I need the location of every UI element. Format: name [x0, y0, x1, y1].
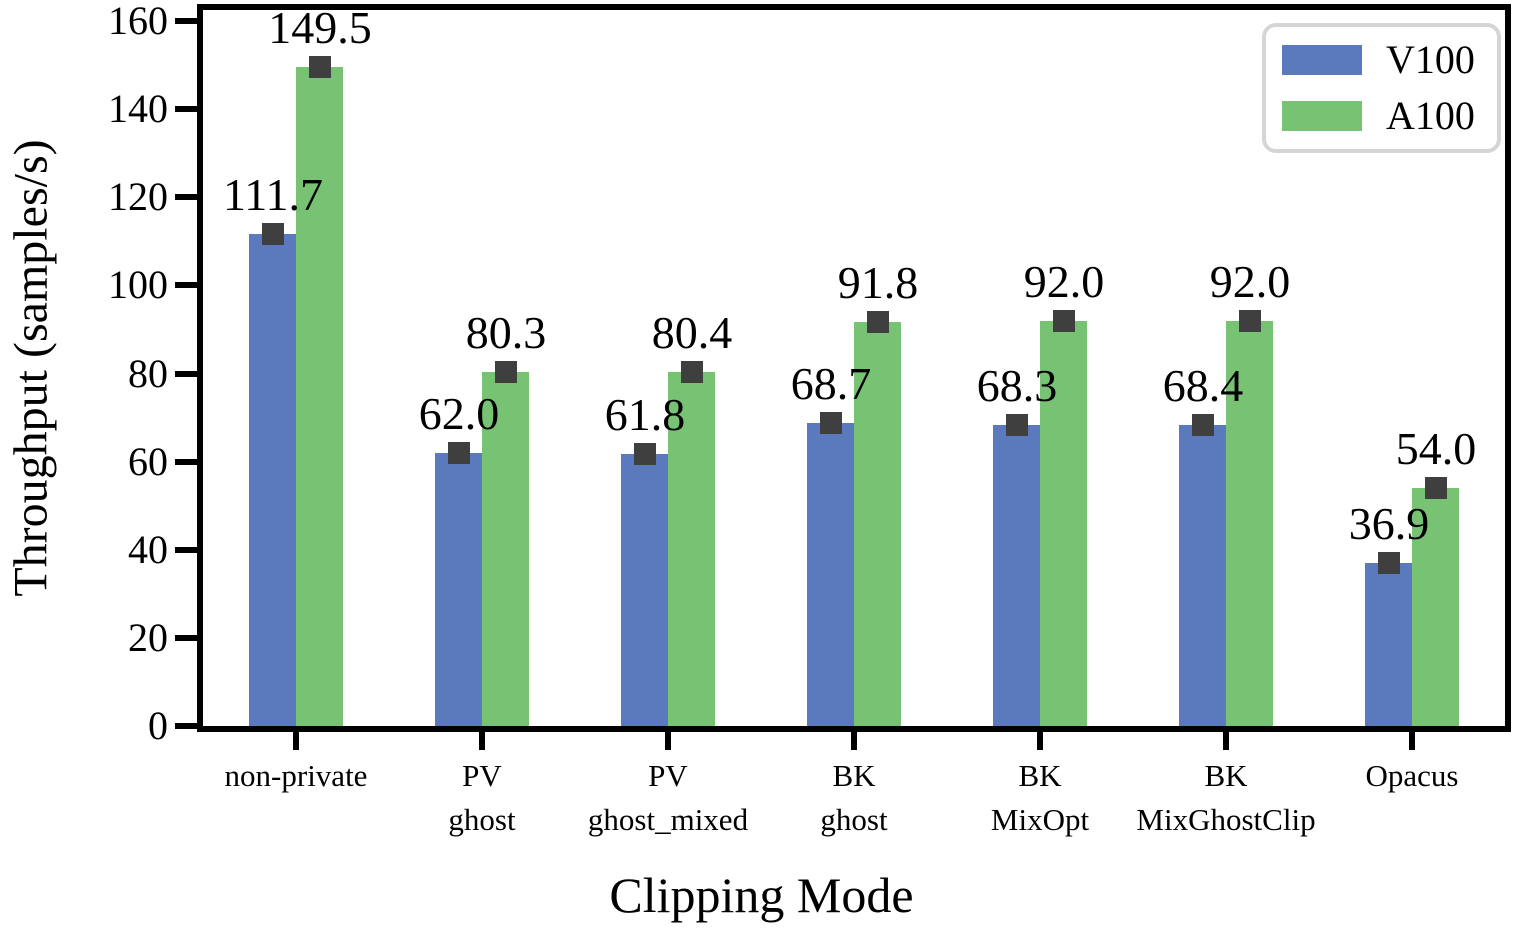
legend-label-a100: A100 — [1386, 93, 1475, 138]
bar-v100-3 — [807, 423, 854, 726]
y-tick-mark — [175, 18, 197, 24]
x-tick-mark — [479, 732, 485, 750]
legend-item-a100: A100 — [1282, 93, 1475, 139]
bar-v100-0 — [249, 234, 296, 726]
x-tick-label: PV ghost_mixed — [587, 758, 749, 837]
y-tick-label: 20 — [128, 615, 168, 660]
error-bar-a100-1 — [495, 361, 517, 383]
error-bar-v100-5 — [1192, 414, 1214, 436]
error-bar-v100-3 — [820, 412, 842, 434]
legend-swatch-a100 — [1282, 101, 1362, 131]
y-tick-label: 60 — [128, 439, 168, 484]
bar-value-label-v100-2: 61.8 — [604, 389, 686, 440]
x-tick-label: BK ghost — [820, 758, 888, 837]
y-tick-mark — [175, 194, 197, 200]
error-bar-v100-2 — [634, 443, 656, 465]
bar-a100-6 — [1412, 488, 1459, 726]
bar-v100-4 — [993, 425, 1040, 726]
bar-a100-1 — [482, 372, 529, 726]
y-tick-label: 120 — [108, 174, 168, 219]
bar-value-label-a100-3: 91.8 — [837, 257, 919, 308]
y-tick-mark — [175, 459, 197, 465]
x-tick-mark — [665, 732, 671, 750]
bar-a100-4 — [1040, 321, 1087, 726]
bar-value-label-v100-1: 62.0 — [418, 388, 500, 439]
legend: V100 A100 — [1262, 23, 1501, 153]
bar-value-label-a100-6: 54.0 — [1395, 423, 1477, 474]
y-tick-mark — [175, 106, 197, 112]
bar-a100-5 — [1226, 321, 1273, 726]
bar-value-label-a100-0: 149.5 — [268, 2, 372, 53]
x-tick-label: BK MixGhostClip — [1136, 758, 1316, 837]
y-tick-mark — [175, 547, 197, 553]
x-tick-label: non-private — [224, 758, 368, 793]
bar-a100-3 — [854, 322, 901, 726]
x-tick-mark — [851, 732, 857, 750]
x-tick-mark — [293, 732, 299, 750]
bar-value-label-v100-6: 36.9 — [1348, 498, 1430, 549]
y-tick-mark — [175, 371, 197, 377]
bar-a100-2 — [668, 372, 715, 726]
error-bar-a100-6 — [1425, 477, 1447, 499]
error-bar-a100-5 — [1239, 310, 1261, 332]
bar-value-label-a100-2: 80.4 — [651, 307, 733, 358]
bar-v100-2 — [621, 454, 668, 726]
bar-value-label-v100-0: 111.7 — [222, 169, 324, 220]
y-tick-label: 140 — [108, 86, 168, 131]
x-tick-mark — [1409, 732, 1415, 750]
bar-value-label-a100-4: 92.0 — [1023, 256, 1105, 307]
y-tick-label: 100 — [108, 262, 168, 307]
error-bar-v100-6 — [1378, 552, 1400, 574]
x-tick-label: Opacus — [1365, 758, 1459, 793]
error-bar-v100-1 — [448, 442, 470, 464]
y-tick-label: 160 — [108, 0, 168, 43]
bar-value-label-a100-5: 92.0 — [1209, 256, 1291, 307]
error-bar-v100-0 — [262, 223, 284, 245]
bar-value-label-v100-3: 68.7 — [790, 358, 872, 409]
bar-value-label-v100-5: 68.4 — [1162, 360, 1244, 411]
legend-label-v100: V100 — [1386, 37, 1475, 82]
x-tick-mark — [1037, 732, 1043, 750]
y-tick-label: 40 — [128, 527, 168, 572]
bar-v100-6 — [1365, 563, 1412, 726]
bar-a100-0 — [296, 67, 343, 726]
error-bar-a100-2 — [681, 361, 703, 383]
bar-value-label-a100-1: 80.3 — [465, 307, 547, 358]
legend-swatch-v100 — [1282, 45, 1362, 75]
y-tick-mark — [175, 282, 197, 288]
x-tick-mark — [1223, 732, 1229, 750]
error-bar-a100-3 — [867, 311, 889, 333]
y-axis-label: Throughput (samples/s) — [4, 139, 58, 597]
y-tick-label: 0 — [148, 703, 168, 748]
x-axis-label: Clipping Mode — [609, 867, 914, 923]
y-tick-label: 80 — [128, 351, 168, 396]
bar-v100-5 — [1179, 425, 1226, 726]
error-bar-v100-4 — [1006, 414, 1028, 436]
bar-v100-1 — [435, 453, 482, 726]
x-tick-label: BK MixOpt — [990, 758, 1090, 837]
legend-item-v100: V100 — [1282, 37, 1475, 83]
x-tick-label: PV ghost — [448, 758, 516, 837]
y-tick-mark — [175, 635, 197, 641]
y-tick-mark — [175, 723, 197, 729]
bar-value-label-v100-4: 68.3 — [976, 360, 1058, 411]
error-bar-a100-0 — [309, 56, 331, 78]
error-bar-a100-4 — [1053, 310, 1075, 332]
